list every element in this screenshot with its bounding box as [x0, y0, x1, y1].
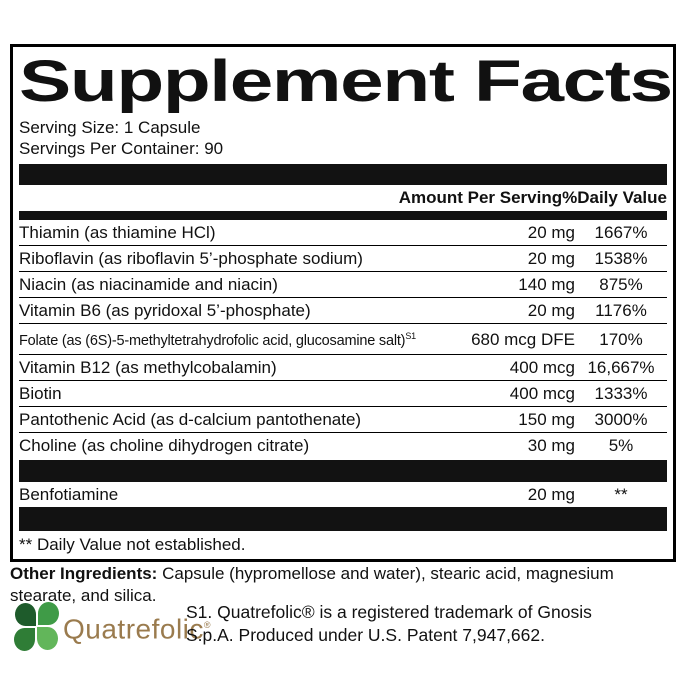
nutrient-row: Riboflavin (as riboflavin 5’-phosphate s…	[19, 246, 667, 272]
nutrient-row: Pantothenic Acid (as d-calcium pantothen…	[19, 407, 667, 433]
nutrient-amount: 140 mg	[518, 275, 575, 294]
trademark-note: S1. Quatrefolic® is a registered tradema…	[186, 601, 592, 647]
nutrient-row: Vitamin B12 (as methylcobalamin) 400 mcg…	[19, 355, 667, 381]
footnote-marker: S1	[405, 331, 416, 341]
serving-size: Serving Size: 1 Capsule	[19, 118, 201, 137]
nutrient-row: Niacin (as niacinamide and niacin) 140 m…	[19, 272, 667, 298]
nutrient-row: Biotin 400 mcg 1333%	[19, 381, 667, 407]
registered-trademark-icon: ®	[203, 620, 212, 630]
trademark-note-line2: S.p.A. Produced under U.S. Patent 7,947,…	[186, 625, 545, 645]
servings-per-container: Servings Per Container: 90	[19, 139, 224, 158]
divider-bar-thin	[19, 211, 667, 220]
clover-logo-icon	[14, 602, 60, 652]
nutrient-amount: 680 mcg DFE	[471, 329, 575, 349]
clover-leaf	[38, 602, 59, 626]
nutrient-dv: 1667%	[594, 223, 648, 242]
nutrient-name: Niacin (as niacinamide and niacin)	[19, 275, 278, 294]
nutrient-amount: 30 mg	[527, 435, 575, 455]
nutrient-row: Choline (as choline dihydrogen citrate) …	[19, 433, 667, 458]
trademark-note-line1: S1. Quatrefolic® is a registered tradema…	[186, 602, 592, 622]
nutrient-name: Benfotiamine	[19, 484, 119, 504]
nutrient-amount: 150 mg	[518, 409, 575, 429]
nutrient-name: Folate (as (6S)-5-methyltetrahydrofolic …	[19, 331, 416, 349]
nutrient-dv: 16,667%	[587, 357, 655, 377]
nutrient-dv: 170%	[599, 329, 643, 349]
divider-bar-bottom	[19, 506, 667, 531]
daily-value-footnote: ** Daily Value not established.	[19, 534, 246, 554]
column-headers: Amount Per Serving %Daily Value	[19, 185, 667, 211]
divider-bar-top	[19, 164, 667, 185]
clover-leaf	[14, 628, 35, 652]
nutrient-row: Thiamin (as thiamine HCl) 20 mg 1667%	[19, 220, 667, 246]
supplement-facts-panel: Supplement Facts Serving Size: 1 Capsule…	[10, 44, 676, 562]
nutrient-name: Thiamin (as thiamine HCl)	[19, 223, 216, 242]
clover-leaf	[15, 603, 36, 627]
panel-title: Supplement Facts	[19, 49, 673, 114]
nutrient-dv: 1176%	[595, 301, 647, 320]
nutrient-row: Vitamin B6 (as pyridoxal 5’-phosphate) 2…	[19, 298, 667, 324]
serving-info: Serving Size: 1 Capsule Servings Per Con…	[19, 117, 667, 159]
other-ingredients-label: Other Ingredients:	[10, 564, 158, 583]
nutrient-dv: 875%	[599, 275, 643, 294]
clover-leaf	[37, 627, 58, 651]
nutrient-name: Vitamin B6 (as pyridoxal 5’-phosphate)	[19, 301, 311, 320]
nutrient-dv: 1538%	[594, 249, 648, 268]
daily-value-header: %Daily Value	[562, 188, 667, 207]
nutrient-name: Riboflavin (as riboflavin 5’-phosphate s…	[19, 249, 363, 268]
nutrient-name: Vitamin B12 (as methylcobalamin)	[19, 357, 277, 377]
divider-bar-mid	[19, 459, 667, 482]
nutrient-dv: 5%	[608, 435, 634, 455]
amount-per-serving-header: Amount Per Serving	[398, 188, 563, 207]
nutrient-row: Benfotiamine 20 mg **	[19, 482, 667, 507]
nutrient-amount: 20 mg	[527, 249, 575, 268]
nutrient-name: Biotin	[19, 383, 62, 403]
nutrient-dv: 1333%	[594, 383, 648, 403]
nutrient-row: Folate (as (6S)-5-methyltetrahydrofolic …	[19, 324, 667, 355]
nutrient-dv: **	[614, 484, 628, 504]
nutrient-amount: 20 mg	[527, 484, 575, 504]
nutrient-amount: 20 mg	[527, 301, 575, 320]
nutrient-dv: 3000%	[594, 409, 648, 429]
nutrient-amount: 20 mg	[527, 223, 575, 242]
nutrient-name: Pantothenic Acid (as d-calcium pantothen…	[19, 409, 362, 429]
nutrient-table: Thiamin (as thiamine HCl) 20 mg 1667% Ri…	[19, 220, 667, 458]
nutrient-name: Choline (as choline dihydrogen citrate)	[19, 435, 310, 455]
other-ingredients-text: Capsule (hypromellose and water), steari…	[10, 564, 614, 605]
nutrient-amount: 400 mcg	[509, 383, 575, 403]
nutrient-amount: 400 mcg	[509, 357, 575, 377]
brand-wordmark: Quatrefolic®	[63, 613, 212, 645]
quatrefolic-brand: Quatrefolic®	[14, 600, 211, 654]
other-ingredients: Other Ingredients: Capsule (hypromellose…	[10, 563, 678, 607]
